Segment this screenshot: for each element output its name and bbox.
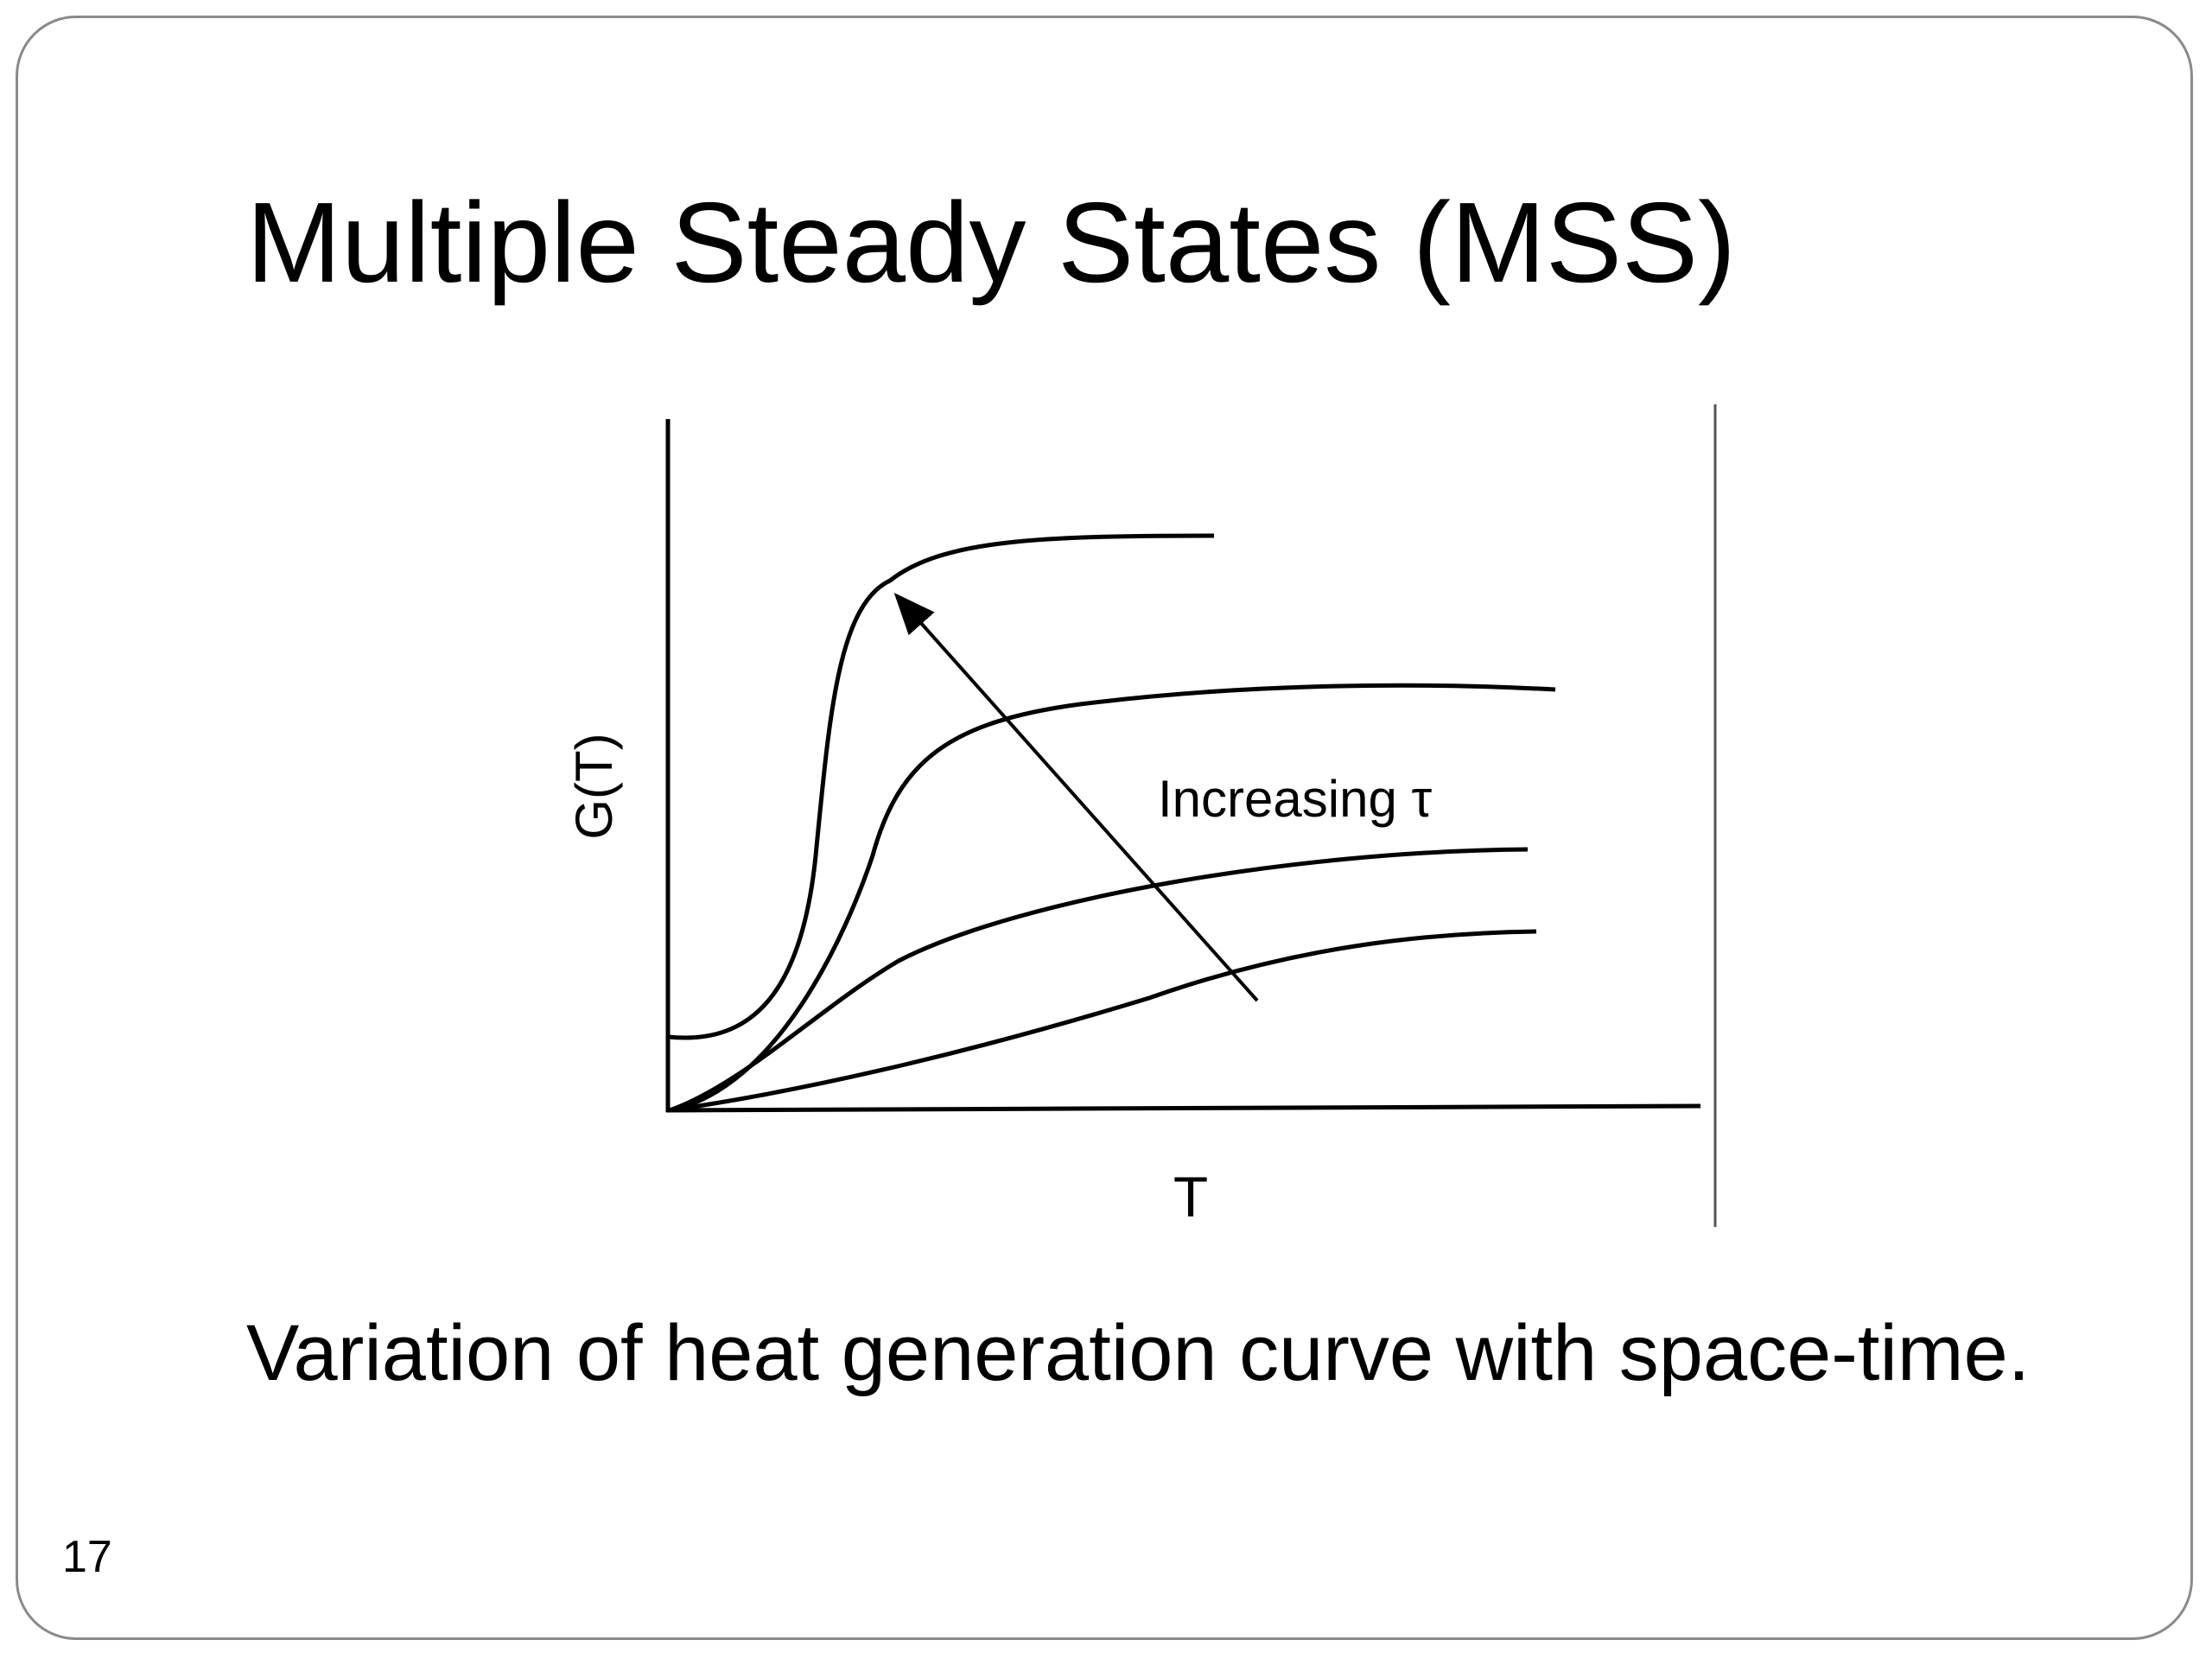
increasing-tau-arrow [893,593,1259,1002]
curve-1 [669,929,1537,1113]
curve-2 [669,847,1529,1113]
y-axis-label: G(T) [565,733,623,839]
curve-4 [667,533,1215,1040]
x-axis-label: T [1173,1165,1208,1229]
x-axis [665,1103,1701,1113]
figure-caption: Variation of heat generation curve with … [246,1309,2031,1397]
slide-number: 17 [62,1532,112,1582]
slide-title: Multiple Steady States (MSS) [246,179,1736,306]
curve-3 [669,683,1556,1113]
arrow-label: Increasing τ [1158,770,1432,828]
